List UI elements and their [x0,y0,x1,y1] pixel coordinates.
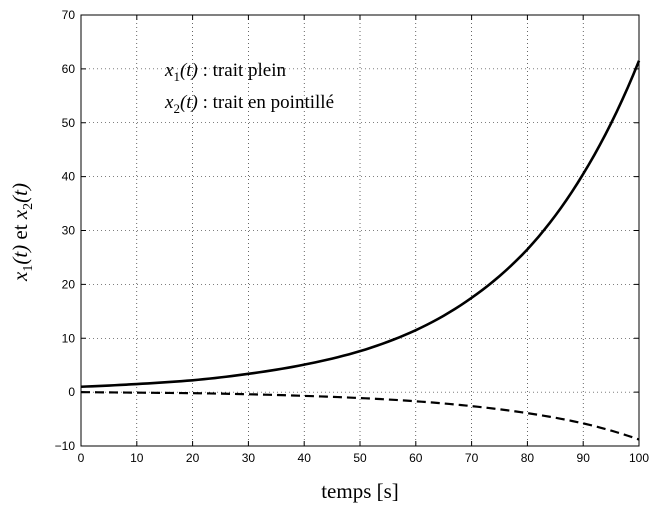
annotation-1-var: x [164,60,174,81]
annotation-2-paren: (t) [180,92,198,113]
annotation-2-var: x [164,92,174,113]
y-axis-paren-2: (t) [8,183,32,203]
y-tick-label-6: 50 [62,116,76,130]
y-tick-label-0: −10 [55,439,76,453]
y-axis-paren-1: (t) [8,245,32,265]
y-tick-label-4: 30 [62,224,76,238]
annotation-line-2: x2(t) : trait en pointillé [164,92,334,116]
y-tick-label-8: 70 [62,8,76,22]
series-line-1 [80,60,641,389]
y-tick-label-7: 60 [62,62,76,76]
y-tick-label-1: 0 [68,385,75,399]
annotation-2-sub: 2 [173,101,180,116]
y-axis-sub-2: 2 [21,203,36,210]
x-tick-label-0: 0 [78,451,85,465]
y-axis-var-2: x [8,209,32,220]
legend-annotation: x1(t) : trait plein x2(t) : trait en poi… [164,60,334,116]
y-tick-label-5: 40 [62,170,76,184]
x-tick-label-1: 10 [130,451,144,465]
series-layer [80,60,641,441]
x-tick-label-10: 100 [629,451,649,465]
y-axis-conjunction: et [8,224,32,239]
annotation-1-sub: 1 [173,69,180,84]
x-tick-label-2: 20 [186,451,200,465]
x-tick-label-6: 60 [409,451,423,465]
y-tick-label-2: 10 [62,331,76,345]
x-axis-title: temps [s] [321,479,399,503]
x-tick-label-5: 50 [353,451,367,465]
annotation-2-text: : trait en pointillé [198,92,334,113]
annotation-1-paren: (t) [180,60,198,81]
x-tick-label-7: 70 [465,451,479,465]
y-tick-label-3: 20 [62,277,76,291]
x-tick-label-3: 30 [242,451,256,465]
y-axis-var-1: x [8,271,32,282]
annotation-line-1: x1(t) : trait plein [164,60,286,84]
annotation-1-text: : trait plein [198,60,287,81]
y-axis-title: x1(t) et x2(t) [8,183,36,282]
y-axis-sub-1: 1 [21,265,36,272]
series-line-2 [80,391,640,441]
x-tick-label-9: 90 [577,451,591,465]
x-tick-label-8: 80 [521,451,535,465]
x-tick-label-4: 40 [298,451,312,465]
